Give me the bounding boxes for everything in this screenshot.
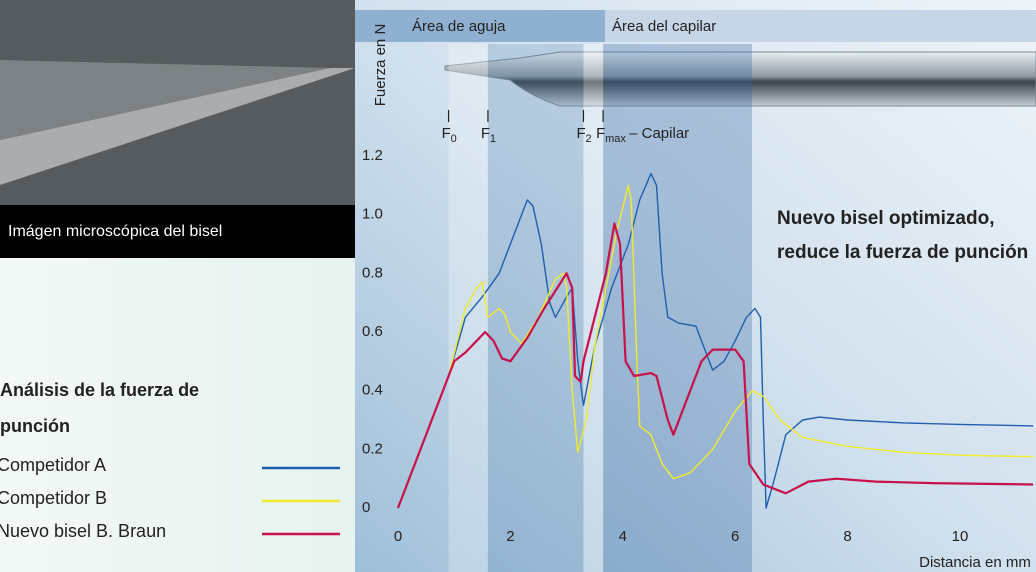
x-tick-label: 2: [506, 528, 514, 545]
y-tick-label: 0.6: [362, 323, 383, 340]
y-tick-label: 0: [362, 499, 370, 516]
x-axis-label: Distancia en mm: [919, 554, 1031, 571]
x-tick-label: 6: [731, 528, 739, 545]
series-line: [397, 172, 1034, 509]
zone-band: [355, 10, 605, 42]
zone-shade: [603, 44, 752, 572]
y-tick-label: 1.2: [362, 147, 383, 164]
series-line: [397, 184, 1034, 509]
photo-bevel: [0, 60, 330, 140]
annotation: Nuevo bisel optimizado, reduce la fuerza…: [777, 208, 1029, 263]
marker-subscript: max: [605, 133, 626, 145]
y-tick-label: 0.2: [362, 440, 383, 457]
marker-label: F: [576, 125, 585, 142]
x-tick-label: 0: [394, 528, 402, 545]
legend-label: Competidor B: [0, 488, 107, 508]
zone-shade: [487, 44, 584, 572]
marker-subscript: 1: [490, 133, 496, 145]
legend-label: Competidor A: [0, 455, 106, 475]
x-tick-label: 10: [952, 528, 969, 545]
y-tick-label: 0.8: [362, 264, 383, 281]
x-tick-label: 8: [843, 528, 851, 545]
zone-label: Área del capilar: [612, 18, 716, 35]
y-tick-label: 0.4: [362, 382, 383, 399]
legend-label: Nuevo bisel B. Braun: [0, 521, 166, 541]
needle-image: [444, 51, 1036, 107]
x-tick-label: 4: [619, 528, 627, 545]
y-tick-label: 1.0: [362, 206, 383, 223]
marker-label: – Capilar: [629, 125, 689, 142]
zone-label: Área de aguja: [412, 18, 506, 35]
marker-subscript: 2: [585, 133, 591, 145]
marker-label: F: [481, 125, 490, 142]
series-line: [396, 222, 1034, 509]
photo-caption: Imágen microscópica del bisel: [0, 205, 355, 258]
marker-label: F: [442, 125, 451, 142]
zone-band: [605, 10, 1036, 42]
y-axis-label: Fuerza en N: [372, 24, 389, 107]
photo-bevel: [0, 68, 355, 185]
zone-shade: [583, 44, 604, 572]
marker-subscript: 0: [451, 133, 457, 145]
section-title: Análisis de la fuerza de punción: [0, 380, 200, 436]
marker-label: F: [596, 125, 605, 142]
zone-shade: [448, 44, 488, 572]
